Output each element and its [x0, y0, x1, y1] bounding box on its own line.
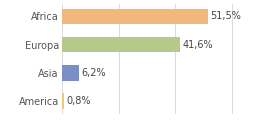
- Bar: [62, 65, 79, 81]
- Bar: [62, 93, 64, 109]
- Text: 6,2%: 6,2%: [81, 68, 106, 78]
- Bar: [62, 37, 180, 52]
- Bar: [62, 9, 208, 24]
- Text: 51,5%: 51,5%: [210, 11, 241, 21]
- Text: 41,6%: 41,6%: [182, 40, 213, 50]
- Text: 0,8%: 0,8%: [66, 96, 91, 106]
